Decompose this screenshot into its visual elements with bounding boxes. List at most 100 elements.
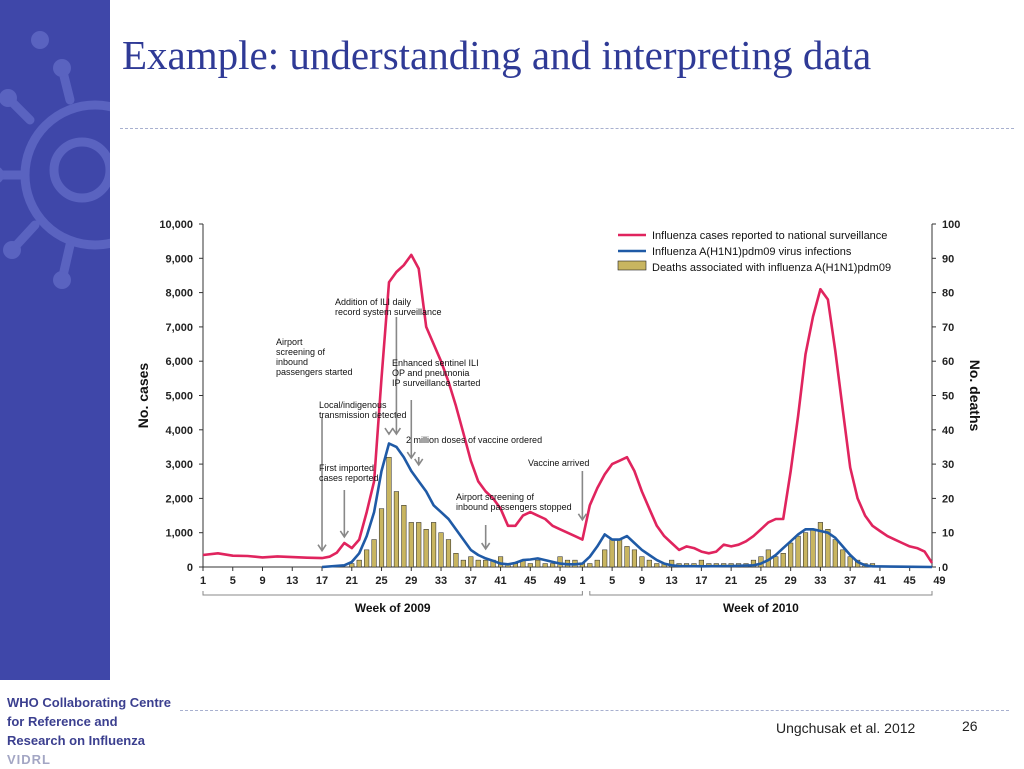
org-line: WHO Collaborating Centre [7, 695, 171, 710]
footer-divider [180, 710, 1009, 711]
annotation-label: Addition of ILI daily record system surve… [335, 297, 442, 317]
y-tick-label: 2,000 [165, 493, 193, 505]
title-divider [120, 128, 1014, 129]
death-bar [364, 549, 370, 568]
y-tick-label: 7,000 [165, 322, 193, 334]
y2-tick-label: 30 [942, 459, 954, 471]
death-bar [631, 549, 638, 568]
y-tick-label: 3,000 [165, 459, 193, 471]
y-tick-label: 8,000 [165, 288, 193, 300]
death-bar [550, 563, 556, 568]
x-tick-label: 25 [375, 575, 387, 587]
death-bar [371, 539, 377, 568]
y2-tick-label: 0 [942, 562, 948, 574]
h1n1-line [321, 442, 933, 569]
y-tick-label: 4,000 [165, 425, 193, 437]
x-tick-label: 13 [286, 575, 298, 587]
death-bar [423, 529, 429, 568]
death-bar [802, 532, 809, 568]
y-axis-title: No. cases [135, 363, 151, 429]
legend-entry: Influenza A(H1N1)pdm09 virus infections [652, 246, 852, 258]
death-bar [431, 522, 437, 568]
x-tick-label: 21 [725, 575, 737, 587]
death-bar [438, 532, 444, 568]
annotation-label: Airport screening of inbound passengers s… [456, 492, 572, 512]
annotation-arrowhead [406, 451, 416, 460]
x-tick-label: 45 [904, 575, 916, 587]
y-tick-label: 0 [187, 562, 193, 574]
y2-axis-title: No. deaths [967, 360, 983, 432]
annotation-arrowhead [339, 530, 350, 539]
x-tick-label: 5 [230, 575, 236, 587]
period-bracket [589, 591, 933, 596]
legend-entry: Deaths associated with influenza A(H1N1)… [652, 262, 891, 274]
y2-tick-label: 40 [942, 425, 954, 437]
death-bar [460, 559, 466, 568]
death-bar [609, 539, 615, 568]
annotation-label: 2 million doses of vaccine ordered [406, 435, 542, 445]
x-tick-label: 37 [844, 575, 856, 587]
x-tick-label: 37 [465, 575, 477, 587]
legend-swatch [617, 260, 647, 271]
death-bar [825, 529, 831, 568]
death-bar [840, 549, 846, 568]
x-tick-label: 41 [874, 575, 886, 587]
y2-tick-label: 60 [942, 356, 954, 368]
virus-icon [0, 31, 110, 289]
org-acronym: VIDRL [7, 752, 51, 767]
death-bar [356, 559, 362, 568]
org-logo: WHO Collaborating Centre for Reference a… [7, 693, 182, 769]
death-bar [445, 539, 452, 568]
annotation-label: Local/indigenous transmission detected [319, 400, 407, 420]
annotation-label: Airport screening of inbound passengers sta… [276, 337, 353, 377]
period-bracket [202, 591, 583, 596]
x-tick-label: 25 [755, 575, 767, 587]
annotation-label: First imported cases reported [319, 463, 379, 483]
annotation-arrowhead [391, 427, 402, 436]
annotation-arrowhead [317, 544, 327, 553]
x-tick-label: 9 [639, 575, 645, 587]
x-tick-label: 33 [814, 575, 826, 587]
y-tick-label: 5,000 [165, 391, 193, 403]
x-tick-label: 33 [435, 575, 447, 587]
death-bar [780, 553, 786, 568]
death-bar [527, 563, 533, 568]
org-line: Research on Influenza [7, 733, 145, 748]
y2-tick-label: 20 [942, 493, 954, 505]
death-bar [639, 556, 645, 568]
death-bar [594, 559, 600, 568]
slide-number: 26 [962, 718, 978, 734]
death-bar [795, 535, 801, 568]
annotation-arrowhead [414, 458, 424, 467]
x-tick-label: 13 [666, 575, 678, 587]
death-bar [401, 505, 407, 568]
cases-line [202, 253, 934, 564]
x-tick-label: 45 [524, 575, 536, 587]
death-bar [773, 556, 779, 568]
influenza-chart: 0 1,000 2,000 3,000 4,000 5,000 6,000 7,000 8,00… [135, 219, 983, 615]
period-label: Week of 2010 [723, 601, 799, 615]
x-tick-label: 29 [785, 575, 797, 587]
death-bar [408, 522, 414, 568]
org-line: for Reference and [7, 714, 118, 729]
x-tick-label: 29 [405, 575, 417, 587]
citation: Ungchusak et al. 2012 [776, 720, 916, 736]
annotation-arrowhead [384, 427, 394, 436]
y2-tick-label: 90 [942, 253, 954, 265]
x-tick-label: 21 [346, 575, 358, 587]
death-bar [646, 559, 652, 568]
x-tick-label: 49 [554, 575, 566, 587]
y-tick-label: 1,000 [165, 528, 193, 540]
y2-tick-label: 50 [942, 391, 954, 403]
x-tick-label: 17 [316, 575, 328, 587]
y2-tick-label: 70 [942, 322, 954, 334]
x-tick-label: 49 [933, 575, 945, 587]
y-tick-label: 10,000 [159, 219, 193, 231]
death-bar [587, 563, 593, 568]
death-bar [542, 563, 548, 568]
x-tick-label: 41 [494, 575, 506, 587]
death-bar [624, 546, 630, 568]
y2-tick-label: 80 [942, 288, 954, 300]
death-bar [475, 559, 481, 568]
death-bar [468, 556, 474, 568]
